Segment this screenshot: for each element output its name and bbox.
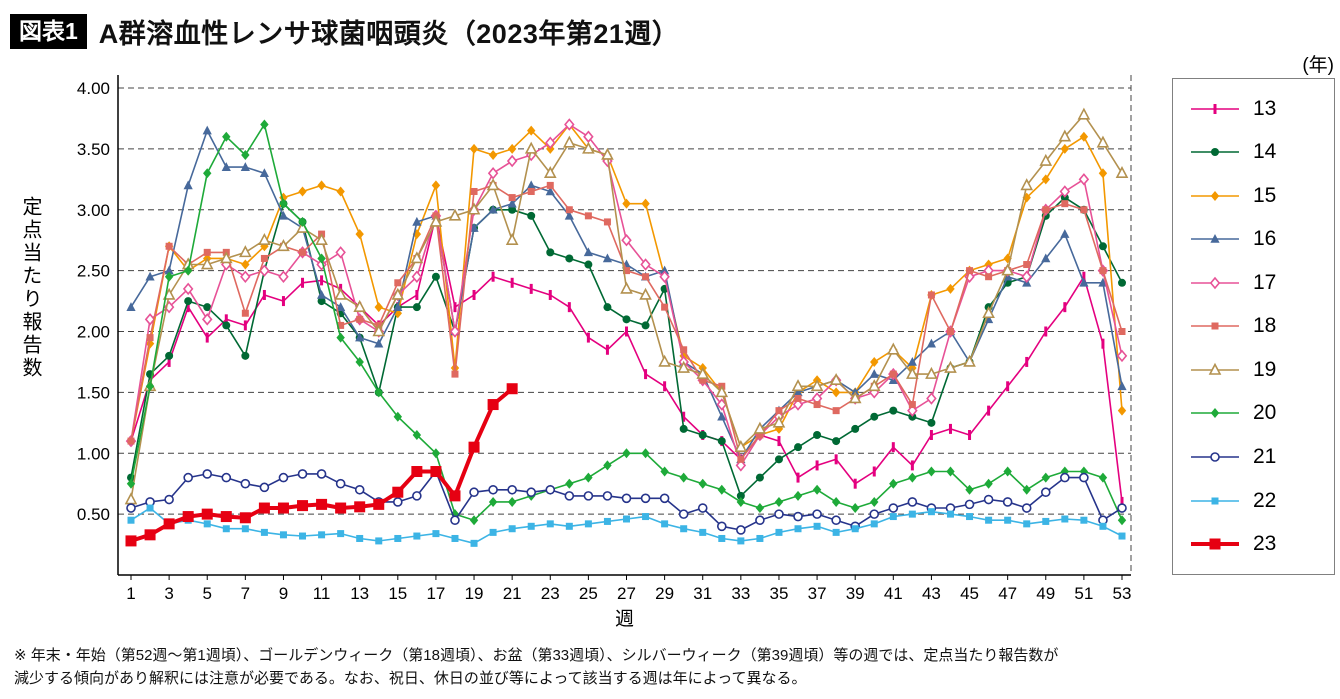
legend-swatch-14 <box>1191 148 1239 157</box>
legend-label-17: 17 <box>1253 270 1277 294</box>
svg-text:25: 25 <box>579 584 598 603</box>
svg-text:33: 33 <box>731 584 750 603</box>
legend-item-21: 21 <box>1173 445 1334 469</box>
svg-text:47: 47 <box>998 584 1017 603</box>
svg-text:29: 29 <box>655 584 674 603</box>
legend-label-14: 14 <box>1253 140 1277 164</box>
svg-text:35: 35 <box>770 584 789 603</box>
legend-item-15: 15 <box>1173 184 1334 208</box>
svg-text:7: 7 <box>241 584 250 603</box>
legend: 13 14 15 16 17 18 19 20 21 22 23 <box>1172 78 1335 575</box>
legend-item-22: 22 <box>1173 489 1334 513</box>
legend-label-22: 22 <box>1253 488 1277 512</box>
header: 図表1 A群溶血性レンサ球菌咽頭炎（2023年第21週） <box>10 12 679 51</box>
legend-swatch-18 <box>1191 322 1239 330</box>
legend-label-15: 15 <box>1253 183 1277 207</box>
legend-item-19: 19 <box>1173 358 1334 382</box>
axes <box>117 75 1131 576</box>
series-22 <box>127 504 1126 547</box>
legend-item-13: 13 <box>1173 97 1334 121</box>
svg-text:45: 45 <box>960 584 979 603</box>
legend-label-20: 20 <box>1253 401 1277 425</box>
series-23 <box>125 383 518 547</box>
legend-swatch-13 <box>1191 103 1239 114</box>
svg-text:13: 13 <box>350 584 369 603</box>
legend-label-21: 21 <box>1253 445 1277 469</box>
series-13 <box>129 210 1124 507</box>
svg-text:5: 5 <box>202 584 211 603</box>
legend-item-20: 20 <box>1173 401 1334 425</box>
legend-swatch-21 <box>1191 452 1239 462</box>
svg-text:1.50: 1.50 <box>77 383 110 402</box>
legend-item-16: 16 <box>1173 227 1334 251</box>
svg-text:23: 23 <box>541 584 560 603</box>
legend-label-18: 18 <box>1253 314 1277 338</box>
svg-text:41: 41 <box>884 584 903 603</box>
page-title: A群溶血性レンサ球菌咽頭炎（2023年第21週） <box>98 19 680 49</box>
legend-swatch-20 <box>1191 408 1239 419</box>
svg-text:49: 49 <box>1036 584 1055 603</box>
svg-text:3: 3 <box>164 584 173 603</box>
svg-text:4.00: 4.00 <box>77 79 110 98</box>
svg-text:1.00: 1.00 <box>77 444 110 463</box>
svg-text:3.50: 3.50 <box>77 140 110 159</box>
svg-text:43: 43 <box>922 584 941 603</box>
svg-text:51: 51 <box>1074 584 1093 603</box>
legend-item-23: 23 <box>1173 532 1334 556</box>
svg-text:53: 53 <box>1113 584 1132 603</box>
x-axis-ticks: 1 3 5 7 9 11 13 15 17 19 21 23 25 27 29 31 33 35 37 39 41 43 4… <box>126 575 1131 603</box>
svg-text:17: 17 <box>426 584 445 603</box>
svg-text:2.00: 2.00 <box>77 323 110 342</box>
svg-text:27: 27 <box>617 584 636 603</box>
footnote-line-2: 減少する傾向があり解釈には注意が必要である。なお、祝日、休日の並び等によって該当… <box>14 669 807 687</box>
x-axis-title: 週 <box>614 609 634 630</box>
svg-text:21: 21 <box>503 584 522 603</box>
legend-label-16: 16 <box>1253 227 1277 251</box>
legend-unit-label: (年) <box>1302 55 1334 76</box>
svg-text:39: 39 <box>846 584 865 603</box>
series-20 <box>126 119 1127 526</box>
legend-swatch-17 <box>1191 276 1239 290</box>
svg-text:11: 11 <box>313 584 331 603</box>
footnote: ※ 年末・年始（第52週～第1週頃）、ゴールデンウィーク（第18週頃）、お盆（第… <box>14 645 1330 690</box>
legend-item-14: 14 <box>1173 140 1334 164</box>
figure-badge: 図表1 <box>10 13 87 50</box>
series-19 <box>124 107 1129 505</box>
svg-text:37: 37 <box>808 584 827 603</box>
y-axis-title: 定点当たり報告数 <box>19 196 41 380</box>
legend-item-17: 17 <box>1173 271 1334 295</box>
legend-swatch-15 <box>1191 190 1239 201</box>
legend-label-13: 13 <box>1253 96 1277 120</box>
legend-label-19: 19 <box>1253 357 1277 381</box>
legend-swatch-22 <box>1191 497 1239 505</box>
svg-text:31: 31 <box>693 584 712 603</box>
series-21 <box>126 466 1127 535</box>
legend-label-23: 23 <box>1253 532 1277 556</box>
legend-swatch-19 <box>1191 362 1239 375</box>
svg-text:1: 1 <box>126 584 135 603</box>
legend-item-18: 18 <box>1173 314 1334 338</box>
svg-text:19: 19 <box>465 584 484 603</box>
legend-swatch-23 <box>1191 538 1239 550</box>
line-chart: 0.501.001.502.002.503.003.504.001 3 5 7 9 11 1… <box>77 75 1132 603</box>
svg-text:15: 15 <box>388 584 407 603</box>
gridlines: 0.50 1.00 1.50 2.00 2.50 3.00 3.50 4.00 <box>77 75 1132 575</box>
svg-text:2.50: 2.50 <box>77 262 110 281</box>
legend-swatch-16 <box>1191 234 1239 244</box>
svg-text:3.00: 3.00 <box>77 201 110 220</box>
svg-text:0.50: 0.50 <box>77 505 110 524</box>
svg-text:9: 9 <box>279 584 288 603</box>
footnote-line-1: ※ 年末・年始（第52週～第1週頃）、ゴールデンウィーク（第18週頃）、お盆（第… <box>14 647 1059 664</box>
